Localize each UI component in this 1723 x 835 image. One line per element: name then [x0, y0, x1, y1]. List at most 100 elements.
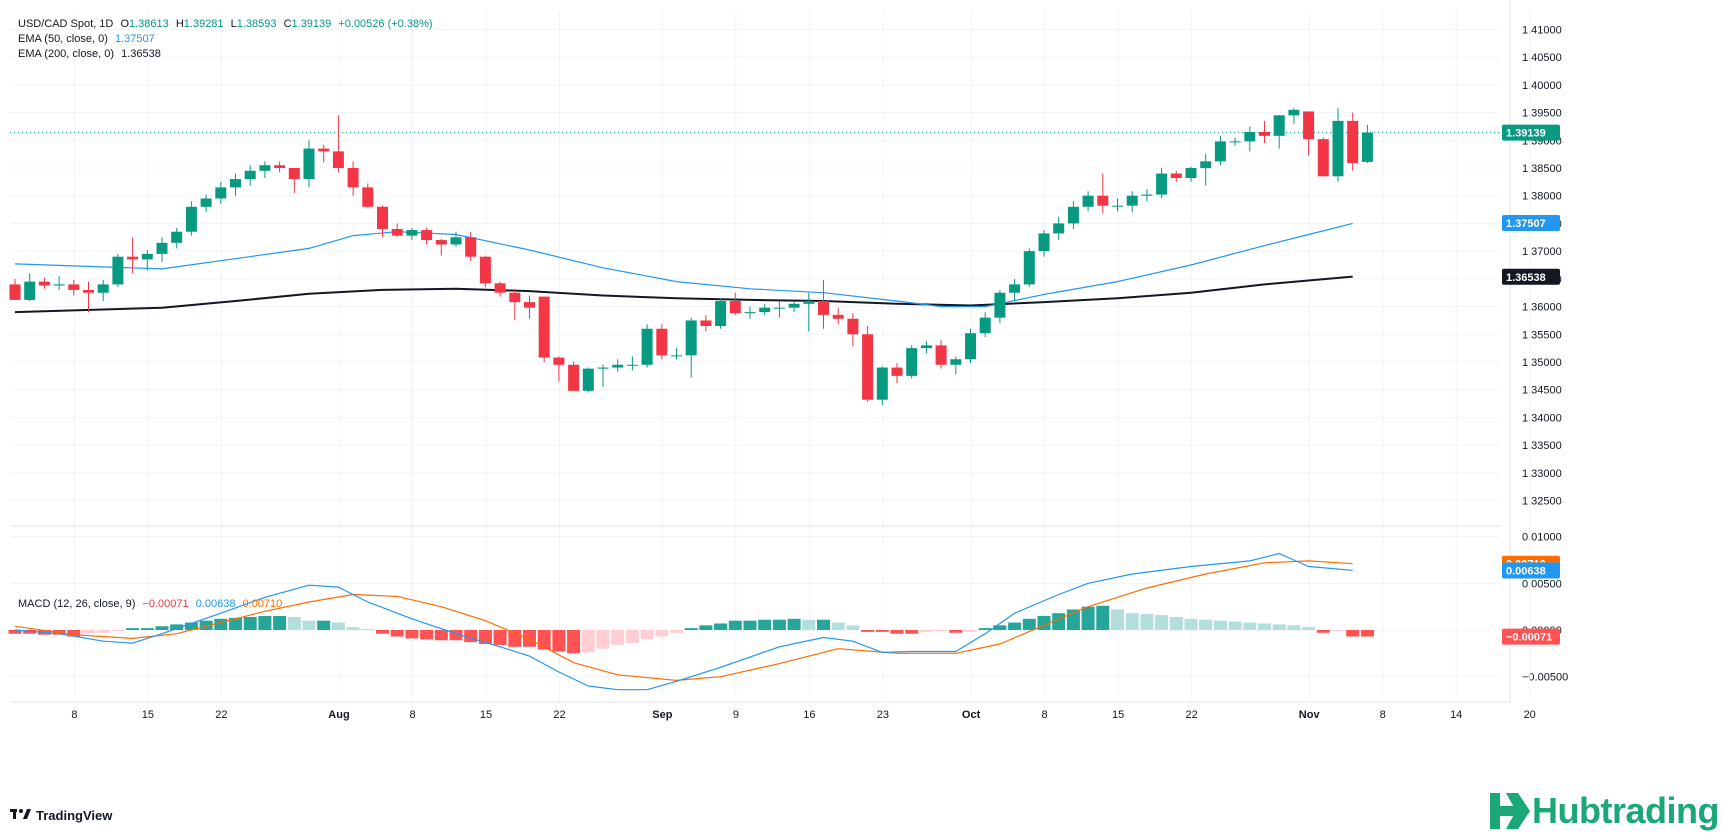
candle-body — [1112, 205, 1123, 207]
candle-body — [97, 284, 109, 293]
macd-histogram-bar — [126, 628, 140, 630]
macd-histogram-bar — [905, 630, 919, 634]
price-tick-label: 1.34500 — [1522, 385, 1562, 397]
tradingview-logo[interactable]: TradingView — [10, 808, 112, 823]
macd-histogram-bar — [317, 620, 331, 630]
time-tick-label: 8 — [409, 709, 415, 721]
time-tick-label: 15 — [1112, 709, 1124, 721]
macd-histogram-bar — [1272, 624, 1286, 630]
time-tick-label: 14 — [1450, 709, 1462, 721]
price-tick-label: 1.38000 — [1522, 191, 1562, 203]
macd-histogram-bar — [302, 620, 316, 630]
time-tick-label: 22 — [1185, 709, 1197, 721]
candle-body — [127, 256, 139, 260]
time-tick-label: Aug — [328, 709, 349, 721]
candle-body — [112, 256, 124, 285]
macd-histogram-bar — [1228, 621, 1242, 630]
macd-line-tag: 0.00638 — [1506, 565, 1546, 577]
macd-histogram-bar — [390, 630, 404, 637]
candle-body — [259, 165, 271, 171]
candle-body — [1023, 251, 1035, 285]
time-tick-label: 9 — [733, 709, 739, 721]
candle-body — [920, 345, 932, 349]
macd-histogram-bar — [567, 630, 581, 654]
macd-histogram-bar — [449, 630, 463, 641]
price-tick-label: 1.34000 — [1522, 412, 1562, 424]
macd-histogram-bar — [1331, 630, 1345, 631]
macd-line-value: 0.00638 — [195, 598, 236, 610]
candle-body — [524, 302, 535, 308]
macd-histogram-bar — [817, 619, 830, 630]
macd-histogram-bar — [758, 619, 772, 630]
candle-body — [83, 289, 94, 293]
candle-body — [200, 198, 212, 207]
macd-histogram-bar — [728, 620, 742, 630]
candle-body — [1170, 173, 1182, 178]
time-tick-label: 8 — [1042, 709, 1048, 721]
macd-histogram-bar — [258, 616, 272, 630]
candle-body — [1303, 111, 1315, 140]
candle-body — [641, 328, 653, 365]
macd-signal-value: 0.00710 — [242, 598, 283, 610]
candle-body — [891, 367, 903, 376]
ema50-label: EMA (50, close, 0) — [18, 33, 108, 45]
hubtrading-logo: Hubtrading — [1488, 790, 1719, 832]
ema200-value: 1.36538 — [121, 48, 161, 60]
macd-line — [14, 552, 1353, 691]
candle-body — [1288, 109, 1300, 116]
macd-histogram-bar — [1022, 618, 1036, 630]
price-tick-label: 1.39500 — [1522, 108, 1562, 120]
macd-histogram-bar — [1184, 618, 1198, 630]
ema50-legend[interactable]: EMA (50, close, 0) 1.37507 — [18, 32, 159, 46]
macd-histogram-bar — [23, 630, 37, 634]
macd-histogram-bar — [611, 630, 625, 645]
last-price-tag-bg — [1502, 124, 1560, 141]
macd-histogram-bar — [861, 630, 875, 632]
ema200-legend[interactable]: EMA (200, close, 0) 1.36538 — [18, 47, 165, 61]
candle-body — [906, 348, 918, 376]
time-tick-label: 20 — [1524, 709, 1536, 721]
tradingview-icon — [10, 808, 32, 823]
candle-body — [68, 284, 80, 290]
candle-body — [994, 292, 1006, 318]
candle-body — [509, 292, 521, 303]
symbol-label[interactable]: USD/CAD Spot, 1D — [18, 18, 114, 30]
macd-histogram-bar — [273, 616, 287, 630]
macd-histogram-bar — [67, 630, 81, 637]
macd-histogram-bar — [96, 630, 110, 633]
candle-body — [847, 318, 859, 335]
macd-histogram-bar — [934, 630, 948, 631]
candle-body — [876, 367, 888, 400]
macd-legend[interactable]: MACD (12, 26, close, 9) −0.00071 0.00638… — [18, 597, 286, 611]
macd-histogram-bar — [184, 622, 198, 630]
macd-histogram-bar — [140, 628, 154, 630]
macd-histogram-bar — [1081, 606, 1095, 630]
macd-histogram-bar — [875, 630, 889, 632]
tradingview-label: TradingView — [36, 808, 113, 823]
candle-body — [1317, 139, 1329, 177]
macd-histogram-bar — [802, 619, 816, 630]
ema50-line — [14, 222, 1353, 308]
time-tick-label: Nov — [1299, 709, 1321, 721]
candle-body — [1185, 167, 1197, 178]
macd-histogram-bar — [1096, 605, 1110, 630]
macd-histogram-bar — [949, 630, 963, 633]
macd-histogram-bar — [493, 630, 507, 645]
macd-histogram-bar — [1302, 627, 1316, 630]
time-tick-label: 16 — [803, 709, 815, 721]
macd-histogram-bar — [655, 630, 669, 637]
macd-histogram-bar — [787, 618, 801, 630]
candle-body — [568, 364, 580, 391]
time-tick-label: 8 — [71, 709, 77, 721]
time-tick-label: 15 — [142, 709, 154, 721]
price-tick-label: 1.36000 — [1522, 302, 1562, 314]
candle-body — [729, 301, 741, 314]
macd-histogram-bar — [405, 630, 419, 639]
macd-histogram-bar — [1155, 615, 1169, 630]
candle-body — [685, 320, 697, 356]
ema50-tag: 1.37507 — [1506, 218, 1546, 230]
macd-histogram-bar — [625, 630, 639, 644]
macd-histogram-bar — [596, 630, 610, 649]
macd-histogram-bar — [170, 624, 184, 630]
